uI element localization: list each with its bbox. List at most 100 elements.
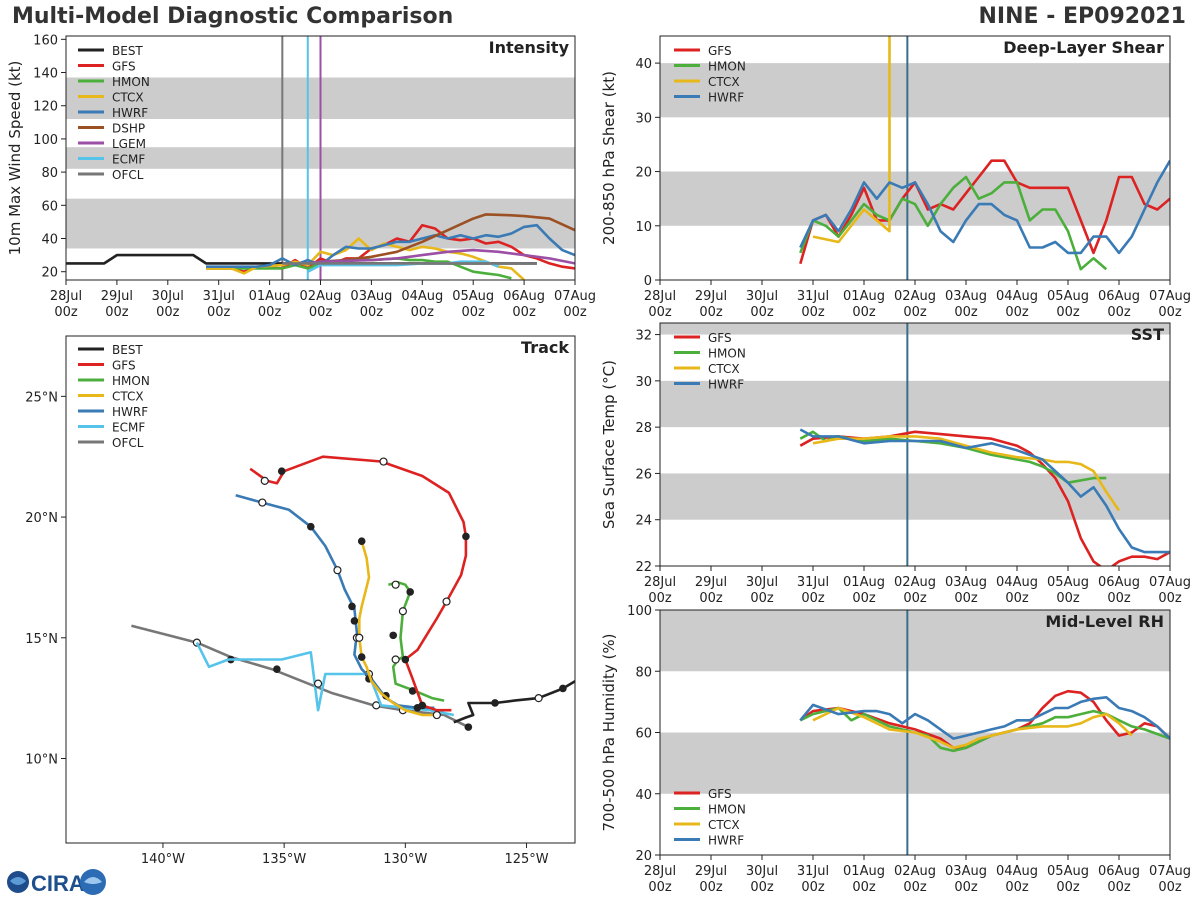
- rh-xtick-hour: 00z: [954, 880, 978, 895]
- track-series-best: [453, 680, 575, 724]
- shear-band-1: [660, 63, 1170, 118]
- rh-series-ctcx: [812, 706, 1133, 750]
- track-marker-gfs: [401, 655, 410, 664]
- shear-xtick-hour: 00z: [699, 305, 723, 320]
- track-marker-ctcx: [355, 633, 364, 642]
- shear-xtick-hour: 00z: [1158, 305, 1182, 320]
- track-xtick-label: 140°W: [141, 852, 185, 867]
- track-ytick-label: 25°N: [25, 390, 58, 405]
- intensity-series-best: [66, 253, 537, 265]
- shear-ytick-label: 20: [635, 166, 652, 181]
- sst-ytick-label: 24: [635, 514, 652, 529]
- shear-xtick-day: 28Jul: [644, 289, 676, 304]
- legend-label-hmon: HMON: [112, 75, 150, 89]
- intensity-xtick-day: 01Aug: [249, 289, 291, 304]
- rh-xtick-hour: 00z: [1056, 880, 1080, 895]
- track-series-gfs: [249, 455, 468, 712]
- legend-label-gfs: GFS: [708, 331, 732, 345]
- legend-label-ctcx: CTCX: [112, 390, 144, 404]
- shear-xtick-hour: 00z: [801, 305, 825, 320]
- sst-band-1: [660, 380, 1170, 428]
- track-marker-hmon: [389, 631, 398, 640]
- track-panel-title: Track: [521, 338, 569, 357]
- intensity-series-hwrf: [206, 223, 575, 269]
- track-frame: [65, 335, 576, 844]
- figure-title: Multi-Model Diagnostic Comparison: [12, 4, 454, 29]
- track-ytick-label: 15°N: [25, 632, 58, 647]
- shear-xtick-hour: 00z: [648, 305, 672, 320]
- legend-label-ctcx: CTCX: [708, 362, 740, 376]
- rh-ytick-label: 20: [635, 849, 652, 864]
- intensity-panel-title: Intensity: [489, 38, 570, 57]
- sst-series-ctcx: [812, 435, 1121, 512]
- intensity-xtick-hour: 00z: [563, 305, 587, 320]
- intensity-xtick-hour: 00z: [156, 305, 180, 320]
- shear-series-hwrf: [799, 160, 1170, 255]
- legend-label-hmon: HMON: [112, 374, 150, 388]
- track-marker-hmon: [406, 588, 414, 596]
- shear-panel-title: Deep-Layer Shear: [1003, 38, 1164, 57]
- legend-label-ctcx: CTCX: [708, 75, 740, 89]
- intensity-xtick-hour: 00z: [207, 305, 231, 320]
- sst-ylabel: Sea Surface Temp (°C): [600, 360, 618, 529]
- sst-xtick-hour: 00z: [954, 591, 978, 606]
- legend-label-ctcx: CTCX: [112, 91, 144, 105]
- intensity-xtick-hour: 00z: [411, 305, 435, 320]
- rh-panel-title: Mid-Level RH: [1045, 612, 1164, 631]
- track-marker-gfs: [462, 532, 470, 541]
- intensity-series-group: [66, 213, 575, 280]
- shear-xtick-day: 07Aug: [1149, 289, 1191, 304]
- track-marker-hwrf: [348, 602, 356, 611]
- track-marker-gfs: [418, 701, 427, 710]
- sst-xtick-hour: 00z: [801, 591, 825, 606]
- legend-label-ofcl: OFCL: [112, 436, 144, 450]
- intensity-ytick-label: 140: [33, 67, 58, 82]
- sst-ytick-label: 32: [635, 329, 652, 344]
- shear-xtick-day: 01Aug: [843, 289, 885, 304]
- track-marker-ctcx: [357, 537, 366, 546]
- shear-ytick-label: 40: [635, 57, 652, 72]
- rh-xtick-day: 07Aug: [1149, 864, 1191, 879]
- intensity-xtick-day: 05Aug: [452, 289, 494, 304]
- rh-xtick-hour: 00z: [1107, 880, 1131, 895]
- track-marker-hmon: [391, 655, 400, 664]
- intensity-xtick-hour: 00z: [360, 305, 384, 320]
- track-marker-ctcx: [357, 653, 366, 661]
- sst-xtick-day: 05Aug: [1047, 575, 1089, 590]
- legend-label-hwrf: HWRF: [708, 834, 744, 848]
- sst-xtick-hour: 00z: [1005, 591, 1029, 606]
- sst-xtick-hour: 00z: [1158, 591, 1182, 606]
- sst-xtick-hour: 00z: [1056, 591, 1080, 606]
- sst-xtick-day: 28Jul: [644, 575, 676, 590]
- rh-xtick-day: 01Aug: [843, 864, 885, 879]
- intensity-xtick-day: 31Jul: [203, 289, 235, 304]
- sst-ytick-label: 26: [635, 467, 652, 482]
- sst-ytick-label: 30: [635, 375, 652, 390]
- cira-logo: CIRA: [7, 869, 106, 896]
- legend-label-hwrf: HWRF: [708, 91, 744, 105]
- rh-ytick-label: 60: [635, 727, 652, 742]
- legend-label-ecmf: ECMF: [112, 153, 145, 167]
- legend-label-hmon: HMON: [708, 60, 746, 74]
- track-marker-hwrf: [333, 566, 342, 575]
- intensity-xtick-day: 28Jul: [50, 289, 82, 304]
- intensity-xtick-hour: 00z: [105, 305, 129, 320]
- intensity-xtick-day: 30Jul: [152, 289, 184, 304]
- sst-xtick-day: 03Aug: [945, 575, 987, 590]
- shear-series-ctcx: [812, 36, 891, 244]
- intensity-xtick-hour: 00z: [462, 305, 486, 320]
- sst-ytick-label: 28: [635, 421, 652, 436]
- track-marker-best: [534, 694, 543, 703]
- track-xtick-label: 130°W: [383, 852, 427, 867]
- rh-xtick-day: 06Aug: [1098, 864, 1140, 879]
- rh-xtick-hour: 00z: [648, 880, 672, 895]
- intensity-xtick-hour: 00z: [258, 305, 282, 320]
- track-marker-ofcl: [464, 723, 473, 731]
- shear-xtick-day: 02Aug: [894, 289, 936, 304]
- intensity-ytick-label: 20: [41, 266, 58, 281]
- rh-series-group: [799, 689, 1170, 753]
- legend-label-best: BEST: [112, 343, 143, 357]
- sst-xtick-day: 31Jul: [797, 575, 829, 590]
- legend-label-gfs: GFS: [112, 359, 136, 373]
- sst-xtick-hour: 00z: [852, 591, 876, 606]
